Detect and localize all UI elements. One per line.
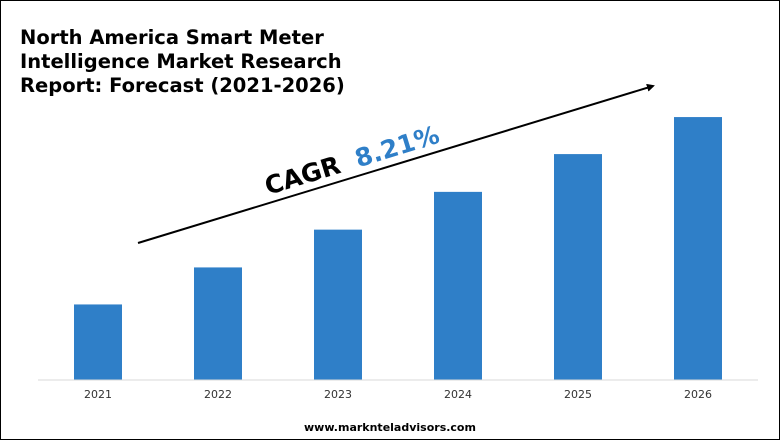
title-line-3: Report: Forecast (2021-2026) bbox=[20, 74, 345, 97]
x-tick-2021: 2021 bbox=[84, 388, 112, 401]
bar-2024 bbox=[434, 191, 482, 380]
bar-2023 bbox=[314, 229, 362, 380]
x-tick-2025: 2025 bbox=[564, 388, 592, 401]
title-line-1: North America Smart Meter bbox=[20, 26, 324, 49]
x-tick-2024: 2024 bbox=[444, 388, 472, 401]
bar-2025 bbox=[554, 154, 602, 380]
bar-2021 bbox=[74, 304, 122, 380]
cagr-trend-arrow bbox=[137, 83, 655, 244]
cagr-value: 8.21% bbox=[351, 120, 442, 173]
x-tick-labels: 2021 2022 2023 2024 2025 2026 bbox=[84, 388, 712, 401]
x-tick-2022: 2022 bbox=[204, 388, 232, 401]
footer-url: www.marknteladvisors.com bbox=[304, 421, 476, 434]
x-tick-2026: 2026 bbox=[684, 388, 712, 401]
chart-title: North America Smart Meter Intelligence M… bbox=[20, 26, 345, 98]
title-line-2: Intelligence Market Research bbox=[20, 50, 342, 73]
bar-2022 bbox=[194, 267, 242, 380]
bars-group bbox=[74, 117, 722, 381]
cagr-annotation: CAGR 8.21% bbox=[261, 120, 442, 201]
x-tick-2023: 2023 bbox=[324, 388, 352, 401]
bar-2026 bbox=[674, 117, 722, 381]
